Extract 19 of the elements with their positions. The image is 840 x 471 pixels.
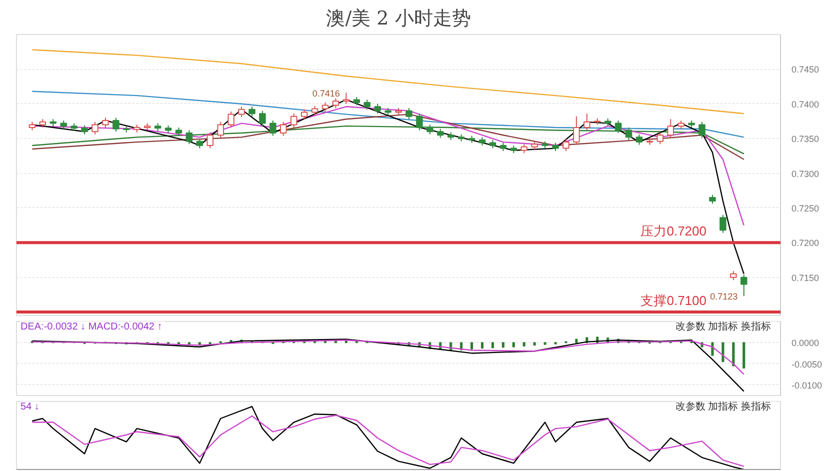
y-tick-label: 0.7200	[792, 238, 820, 248]
ref-line-label: 压力0.7200	[640, 224, 707, 239]
annotation: 改参数 加指标 换指标	[675, 320, 771, 332]
annotation: 0.7123	[710, 292, 738, 302]
y-tick-label: -0.0100	[792, 380, 822, 390]
y-tick-label: 0.7250	[792, 203, 820, 214]
annotation: 改参数 加指标 换指标	[675, 400, 771, 412]
annotation: 0.7416	[312, 88, 340, 98]
y-tick-label: 0.7450	[792, 64, 820, 75]
ref-line-label: 支撑0.7100	[640, 293, 707, 308]
y-tick-label: 0.7400	[792, 99, 820, 110]
annotation: 54 ↓	[20, 402, 40, 412]
chart-title: 澳/美 2 小时走势	[326, 8, 471, 30]
y-tick-label: 0.7350	[792, 134, 820, 144]
y-tick-label: 0.7150	[792, 272, 820, 283]
y-tick-label: -0.0050	[792, 359, 822, 370]
y-tick-label: 0.0000	[792, 338, 820, 348]
annotation: DEA:-0.0032 ↓ MACD:-0.0042 ↑	[20, 322, 162, 332]
y-tick-label: 0.7300	[792, 168, 820, 179]
